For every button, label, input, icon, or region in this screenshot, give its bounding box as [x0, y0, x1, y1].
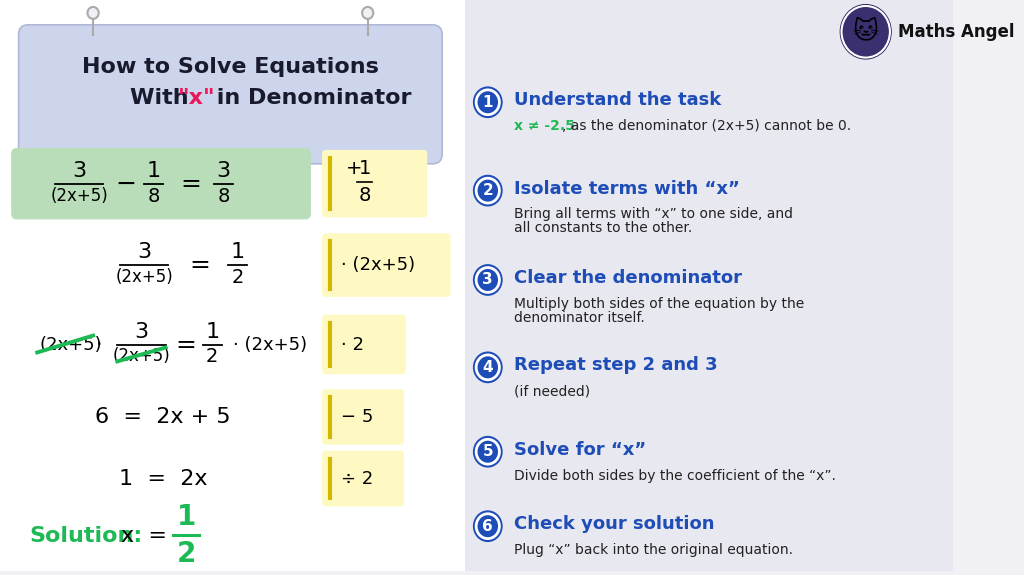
Text: 8: 8 [217, 187, 229, 206]
Text: 2: 2 [482, 183, 494, 198]
Text: 3: 3 [72, 160, 86, 181]
Text: 1  =  2x: 1 = 2x [119, 469, 207, 489]
FancyBboxPatch shape [323, 451, 404, 507]
Text: ·: · [95, 335, 102, 355]
Text: 1: 1 [205, 321, 219, 342]
Text: Clear the denominator: Clear the denominator [514, 269, 741, 287]
Text: x  =: x = [121, 526, 167, 546]
Text: Divide both sides by the coefficient of the “x”.: Divide both sides by the coefficient of … [514, 469, 836, 482]
Text: Repeat step 2 and 3: Repeat step 2 and 3 [514, 356, 718, 374]
Text: 3: 3 [216, 160, 230, 181]
Text: 8: 8 [147, 187, 160, 206]
Text: · (2x+5): · (2x+5) [232, 335, 307, 354]
Text: · (2x+5): · (2x+5) [341, 256, 415, 274]
Text: Solve for “x”: Solve for “x” [514, 441, 646, 459]
Text: Check your solution: Check your solution [514, 515, 715, 533]
Text: 1: 1 [358, 159, 371, 178]
Circle shape [473, 86, 503, 118]
Circle shape [840, 4, 892, 60]
Circle shape [362, 7, 374, 19]
Text: How to Solve Equations: How to Solve Equations [82, 56, 379, 76]
Text: 1: 1 [176, 503, 196, 531]
Text: −: − [115, 172, 136, 196]
FancyBboxPatch shape [323, 150, 427, 217]
Text: 4: 4 [482, 360, 494, 375]
Text: 2: 2 [231, 268, 244, 287]
Text: (if needed): (if needed) [514, 384, 590, 398]
Text: =: = [189, 253, 211, 277]
Text: · 2: · 2 [341, 335, 364, 354]
Text: 3: 3 [482, 273, 494, 288]
Circle shape [473, 351, 503, 383]
Text: (2x+5): (2x+5) [50, 187, 108, 205]
Text: x ≠ -2.5: x ≠ -2.5 [514, 119, 574, 133]
Text: 2: 2 [206, 347, 218, 366]
Text: 3: 3 [137, 242, 152, 262]
FancyBboxPatch shape [18, 25, 442, 164]
Text: 8: 8 [358, 186, 371, 205]
Text: Bring all terms with “x” to one side, and: Bring all terms with “x” to one side, an… [514, 208, 793, 221]
Text: 5: 5 [482, 444, 494, 459]
FancyBboxPatch shape [323, 315, 406, 374]
FancyBboxPatch shape [0, 0, 466, 571]
Text: ÷ 2: ÷ 2 [341, 470, 373, 488]
FancyBboxPatch shape [11, 148, 311, 220]
Text: Isolate terms with “x”: Isolate terms with “x” [514, 179, 739, 198]
Text: denominator itself.: denominator itself. [514, 310, 644, 325]
Text: Solution:: Solution: [30, 526, 143, 546]
Text: 3: 3 [134, 321, 148, 342]
Text: − 5: − 5 [341, 408, 373, 426]
Text: (2x+5): (2x+5) [116, 268, 173, 286]
Circle shape [473, 175, 503, 206]
FancyBboxPatch shape [466, 0, 953, 571]
Text: 1: 1 [230, 242, 245, 262]
Text: (2x+5): (2x+5) [113, 347, 170, 366]
Text: 2: 2 [176, 540, 196, 568]
Text: in Denominator: in Denominator [209, 89, 412, 108]
Circle shape [473, 264, 503, 296]
Text: Understand the task: Understand the task [514, 91, 721, 109]
Circle shape [473, 436, 503, 467]
Text: Plug “x” back into the original equation.: Plug “x” back into the original equation… [514, 543, 793, 557]
Text: "x": "x" [178, 89, 216, 108]
Text: 6: 6 [482, 519, 494, 534]
Text: Multiply both sides of the equation by the: Multiply both sides of the equation by t… [514, 297, 804, 311]
Text: 1: 1 [146, 160, 161, 181]
Circle shape [473, 510, 503, 542]
Circle shape [87, 7, 98, 19]
Text: Maths Angel: Maths Angel [898, 23, 1015, 41]
Text: 6  =  2x + 5: 6 = 2x + 5 [95, 407, 230, 427]
Text: =: = [180, 172, 202, 196]
Text: all constants to the other.: all constants to the other. [514, 221, 692, 235]
Text: +: + [346, 159, 362, 178]
Text: (2x+5): (2x+5) [39, 335, 101, 354]
Text: , as the denominator (2x+5) cannot be 0.: , as the denominator (2x+5) cannot be 0. [562, 119, 851, 133]
FancyBboxPatch shape [323, 233, 451, 297]
Text: 🐱: 🐱 [853, 20, 879, 44]
Circle shape [842, 6, 890, 58]
Text: With: With [130, 89, 197, 108]
Text: =: = [176, 332, 197, 356]
FancyBboxPatch shape [323, 389, 404, 445]
Text: 1: 1 [482, 95, 493, 110]
